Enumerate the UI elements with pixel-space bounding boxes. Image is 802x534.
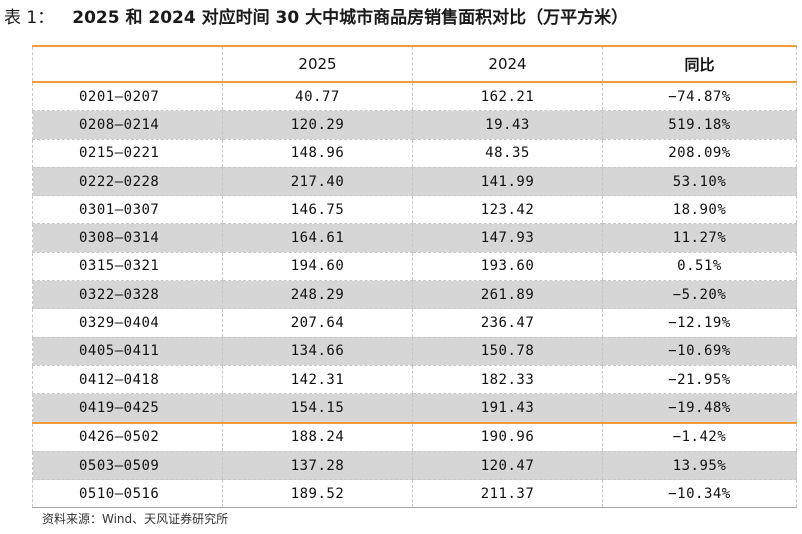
value-2024-cell: 141.99 [412, 167, 603, 197]
yoy-cell: 519.18% [602, 110, 797, 140]
yoy-cell: 13.95% [602, 451, 797, 481]
period-cell: 0405—0411 [32, 337, 223, 366]
value-2025-cell: 40.77 [222, 82, 413, 112]
yoy-cell: 0.51% [602, 252, 797, 282]
value-2024-cell: 261.89 [412, 280, 603, 310]
value-2024-cell: 211.37 [412, 479, 603, 509]
table-row: 0208—0214 120.29 19.43 519.18% [32, 110, 797, 140]
yoy-cell: 208.09% [602, 139, 797, 168]
yoy-cell: −21.95% [602, 365, 797, 395]
period-cell: 0201—0207 [32, 82, 223, 112]
value-2025-cell: 217.40 [222, 167, 413, 197]
value-2025-cell: 189.52 [222, 479, 413, 509]
period-cell: 0222—0228 [32, 167, 223, 197]
yoy-cell: 18.90% [602, 195, 797, 225]
yoy-cell: −19.48% [602, 393, 797, 424]
data-table-container: 2025 2024 同比 0201—0207 40.77 162.21 −74.87%… [32, 45, 797, 509]
source-note: 资料来源：Wind、天风证券研究所 [42, 512, 229, 526]
period-cell: 0301—0307 [32, 195, 223, 225]
period-cell: 0208—0214 [32, 110, 223, 140]
value-2024-cell: 123.42 [412, 195, 603, 225]
value-2025-cell: 142.31 [222, 365, 413, 395]
yoy-cell: 11.27% [602, 223, 797, 253]
value-2024-cell: 191.43 [412, 393, 603, 424]
value-2025-cell: 194.60 [222, 252, 413, 282]
value-2024-cell: 190.96 [412, 422, 603, 452]
value-2024-cell: 150.78 [412, 337, 603, 366]
value-2025-cell: 148.96 [222, 139, 413, 168]
table-row: 0329—0404 207.64 236.47 −12.19% [32, 308, 797, 338]
value-2025-cell: 146.75 [222, 195, 413, 225]
value-2025-cell: 137.28 [222, 451, 413, 481]
yoy-cell: 53.10% [602, 167, 797, 197]
table-row: 0426—0502 188.24 190.96 −1.42% [32, 422, 797, 452]
table-row: 0412—0418 142.31 182.33 −21.95% [32, 365, 797, 395]
value-2025-cell: 154.15 [222, 393, 413, 424]
table-row: 0222—0228 217.40 141.99 53.10% [32, 167, 797, 197]
table-title-text: 2025 和 2024 对应时间 30 大中城市商品房销售面积对比（万平方米） [72, 8, 629, 28]
value-2024-cell: 162.21 [412, 82, 603, 112]
period-cell: 0412—0418 [32, 365, 223, 395]
table-row: 0419—0425 154.15 191.43 −19.48% [32, 393, 797, 424]
yoy-cell: −1.42% [602, 422, 797, 452]
value-2025-cell: 188.24 [222, 422, 413, 452]
value-2025-cell: 248.29 [222, 280, 413, 310]
period-cell: 0426—0502 [32, 422, 223, 452]
value-2024-cell: 236.47 [412, 308, 603, 338]
value-2024-cell: 193.60 [412, 252, 603, 282]
table-row: 0503—0509 137.28 120.47 13.95% [32, 451, 797, 481]
table-row: 0405—0411 134.66 150.78 −10.69% [32, 337, 797, 366]
header-period [32, 45, 223, 83]
yoy-cell: −10.34% [602, 479, 797, 509]
value-2025-cell: 207.64 [222, 308, 413, 338]
table-row: 0301—0307 146.75 123.42 18.90% [32, 195, 797, 225]
yoy-cell: −5.20% [602, 280, 797, 310]
table-row: 0315—0321 194.60 193.60 0.51% [32, 252, 797, 282]
table-row: 0510—0516 189.52 211.37 −10.34% [32, 479, 797, 509]
header-2024: 2024 [412, 45, 603, 83]
table-row: 0322—0328 248.29 261.89 −5.20% [32, 280, 797, 310]
yoy-cell: −12.19% [602, 308, 797, 338]
value-2025-cell: 164.61 [222, 223, 413, 253]
header-yoy: 同比 [602, 45, 797, 83]
yoy-cell: −74.87% [602, 82, 797, 112]
table-title: 表 1： 2025 和 2024 对应时间 30 大中城市商品房销售面积对比（万平… [4, 6, 628, 30]
header-row: 2025 2024 同比 [32, 45, 797, 83]
header-2025: 2025 [222, 45, 413, 83]
value-2024-cell: 19.43 [412, 110, 603, 140]
data-table: 2025 2024 同比 0201—0207 40.77 162.21 −74.87%… [32, 45, 797, 509]
period-cell: 0315—0321 [32, 252, 223, 282]
value-2024-cell: 120.47 [412, 451, 603, 481]
table-number: 表 1： [4, 8, 55, 28]
period-cell: 0503—0509 [32, 451, 223, 481]
table-body: 0201—0207 40.77 162.21 −74.87% 0208—0214 120.… [32, 82, 797, 509]
period-cell: 0329—0404 [32, 308, 223, 338]
table-row: 0308—0314 164.61 147.93 11.27% [32, 223, 797, 253]
period-cell: 0419—0425 [32, 393, 223, 424]
period-cell: 0215—0221 [32, 139, 223, 168]
table-row: 0201—0207 40.77 162.21 −74.87% [32, 82, 797, 112]
value-2024-cell: 182.33 [412, 365, 603, 395]
table-row: 0215—0221 148.96 48.35 208.09% [32, 139, 797, 168]
yoy-cell: −10.69% [602, 337, 797, 366]
period-cell: 0322—0328 [32, 280, 223, 310]
value-2025-cell: 120.29 [222, 110, 413, 140]
value-2024-cell: 48.35 [412, 139, 603, 168]
value-2025-cell: 134.66 [222, 337, 413, 366]
value-2024-cell: 147.93 [412, 223, 603, 253]
period-cell: 0510—0516 [32, 479, 223, 509]
period-cell: 0308—0314 [32, 223, 223, 253]
